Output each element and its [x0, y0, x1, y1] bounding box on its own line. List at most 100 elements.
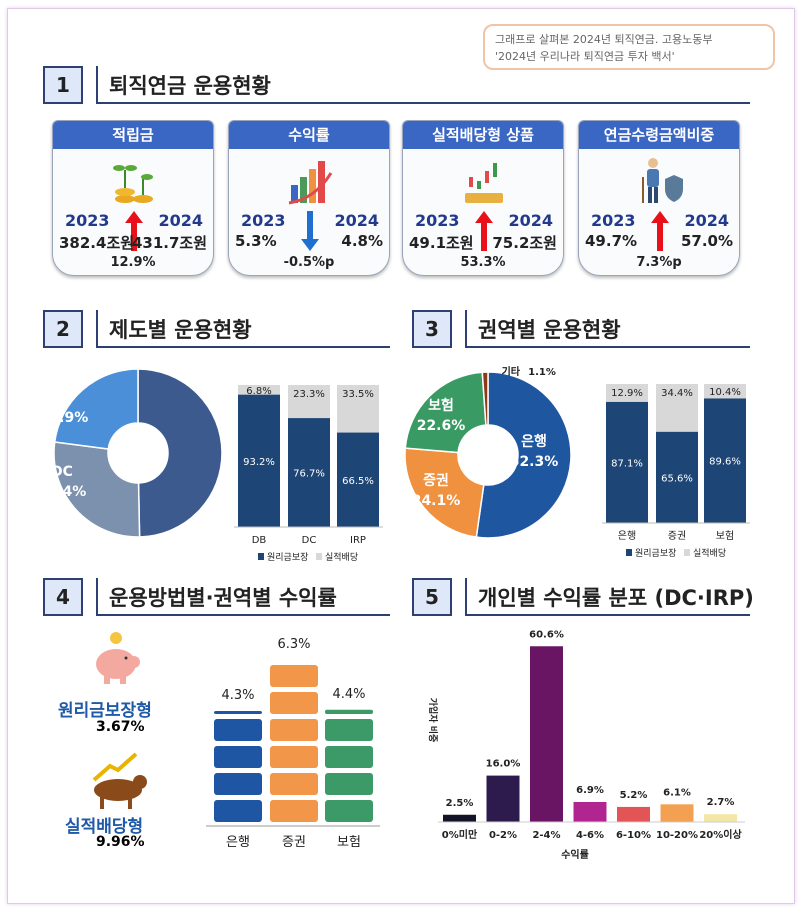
- distribution-bar: [704, 814, 737, 822]
- bar-guaranteed: [656, 431, 698, 523]
- section-1-header: 1 퇴직연금 운용현황: [43, 66, 750, 104]
- return-block: [214, 773, 262, 795]
- category-label: 0-2%: [489, 830, 517, 841]
- value-2024: 57.0%: [680, 232, 733, 250]
- stat-card: 적립금 2023 2024 382.4조원 431.7조원 12.9%: [52, 120, 214, 276]
- bar-performance: [288, 385, 330, 419]
- section-4-header: 4 운용방법별·권역별 수익률: [43, 578, 390, 616]
- bar-guaranteed: [238, 394, 280, 527]
- slice-label: DC: [51, 464, 73, 480]
- source-line: 그래프로 살펴본 2024년 퇴직연금. 고용노동부: [495, 33, 713, 46]
- bar-value: 66.5%: [342, 476, 374, 487]
- donut-slice-기타: [481, 371, 489, 426]
- distribution-bar: [573, 801, 607, 822]
- bar-value: 16.0%: [486, 759, 521, 770]
- return-block: [214, 800, 262, 822]
- section-title: 제도별 운용현황: [109, 318, 252, 342]
- return-block: [325, 746, 373, 768]
- donut-slice-DB: [137, 368, 223, 538]
- return-block: [270, 800, 318, 822]
- section-title: 개인별 수익률 분포 (DC·IRP): [478, 586, 754, 610]
- return-block: [270, 719, 318, 741]
- category-label: 0%미만: [442, 828, 478, 841]
- coins-sprout-icon: [113, 165, 153, 203]
- distribution-bar: [530, 646, 563, 822]
- bar-value: 6.8%: [246, 386, 271, 397]
- section-number: 1: [43, 66, 83, 104]
- section-5-header: 5 개인별 수익률 분포 (DC·IRP): [412, 578, 754, 616]
- bar-guaranteed: [704, 398, 746, 523]
- card-title: 실적배당형 상품: [403, 121, 563, 149]
- card-title: 수익률: [229, 121, 389, 149]
- bar-guaranteed: [606, 401, 648, 523]
- distribution-bar: [443, 814, 476, 822]
- method-label: 원리금보장형: [58, 701, 152, 721]
- slice-label: 은행: [521, 434, 547, 450]
- return-block: [270, 746, 318, 768]
- category-label: 은행: [618, 530, 636, 542]
- donut-slice-은행: [475, 371, 572, 539]
- year-2024: 2024: [508, 211, 553, 230]
- year-2023: 2023: [241, 211, 286, 230]
- legend-label: 원리금보장: [635, 548, 676, 559]
- y-axis-label: 가입자 비중: [427, 698, 439, 743]
- category-label: 보험: [337, 835, 361, 850]
- return-block: [325, 709, 373, 714]
- return-block: [214, 711, 262, 714]
- bar-performance: [606, 384, 648, 402]
- bar-value: 89.6%: [709, 457, 741, 468]
- arrow-up-icon: [651, 211, 669, 251]
- stat-card: 연금수령금액비중 2023 2024 49.7% 57.0% 7.3%p: [578, 120, 740, 276]
- legend-swatch: [626, 549, 632, 556]
- change-value: 12.9%: [110, 255, 156, 270]
- bar-performance: [238, 385, 280, 395]
- return-value: 4.3%: [221, 688, 254, 703]
- elderly-shield-icon: [642, 158, 683, 203]
- bar-value: 34.4%: [661, 388, 693, 399]
- bar-value: 5.2%: [620, 790, 648, 801]
- return-block: [270, 773, 318, 795]
- bar-guaranteed: [288, 418, 330, 527]
- legend-label: 실적배당: [325, 551, 358, 563]
- value-2023: 49.7%: [585, 232, 638, 250]
- method-label: 실적배당형: [65, 817, 144, 837]
- slice-label: 증권: [423, 473, 449, 489]
- slice-label: DB: [111, 439, 133, 455]
- legend-label: 원리금보장: [267, 552, 308, 563]
- category-label: 10-20%: [656, 830, 698, 841]
- donut-slice-DC: [53, 441, 141, 538]
- change-value: 53.3%: [460, 255, 506, 270]
- change-value: 7.3%p: [636, 255, 682, 270]
- bar-performance: [704, 384, 746, 399]
- year-2023: 2023: [415, 211, 460, 230]
- category-label: 2-4%: [532, 830, 560, 841]
- section-title: 퇴직연금 운용현황: [109, 74, 271, 98]
- return-value: 4.4%: [332, 687, 365, 702]
- bar-performance: [656, 384, 698, 432]
- card-title: 적립금: [53, 121, 213, 149]
- section-number: 2: [43, 310, 83, 348]
- slice-value: 27.4%: [38, 484, 87, 500]
- value-2023: 49.1조원: [409, 234, 474, 252]
- return-block: [214, 719, 262, 741]
- distribution-bar: [486, 775, 520, 822]
- year-2024: 2024: [684, 211, 729, 230]
- category-label: 보험: [716, 530, 734, 542]
- category-label: 증권: [668, 530, 686, 542]
- arrow-up-icon: [125, 211, 143, 251]
- section-number: 5: [412, 578, 452, 616]
- bar-value: 12.9%: [611, 388, 643, 399]
- growth-chart-icon: [288, 161, 333, 205]
- bar-guaranteed: [337, 432, 379, 527]
- value-2024: 75.2조원: [492, 234, 557, 252]
- slice-value: 22.9%: [40, 410, 89, 426]
- return-block: [325, 800, 373, 822]
- arrow-down-icon: [301, 211, 319, 251]
- stat-card: 실적배당형 상품 2023 2024 49.1조원 75.2조원 53.3%: [402, 120, 564, 276]
- slice-label: 기타: [502, 365, 521, 378]
- bar-value: 76.7%: [293, 469, 325, 480]
- return-block: [214, 746, 262, 768]
- category-label: IRP: [350, 535, 366, 546]
- return-value: 6.3%: [277, 637, 310, 652]
